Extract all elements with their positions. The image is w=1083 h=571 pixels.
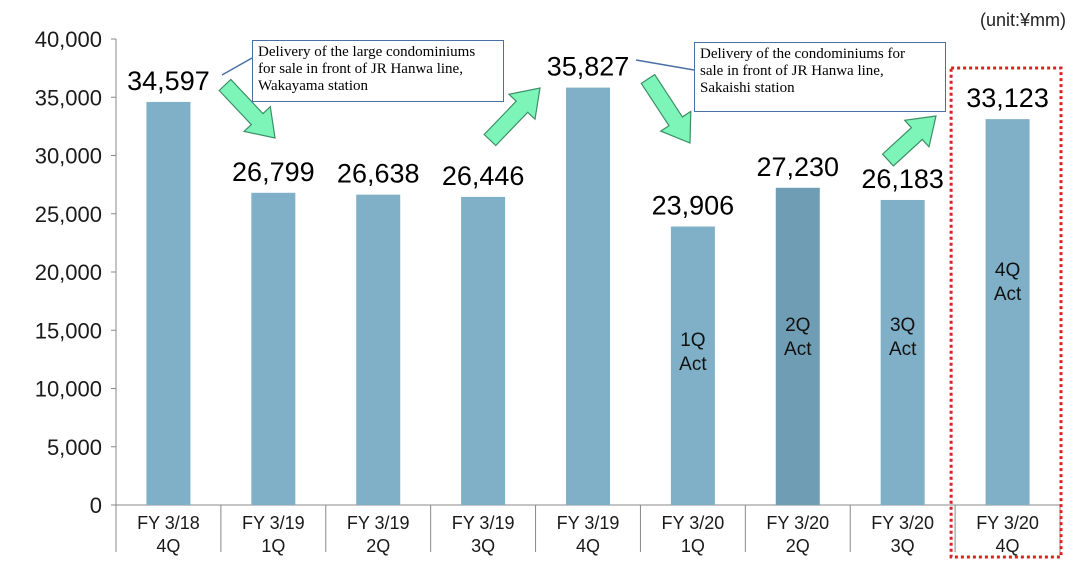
x-tick-label: FY 3/20 (871, 513, 934, 533)
annotation-wakayama: Delivery of the large condominiums for s… (252, 40, 504, 102)
bar-inner-label: 2Q (785, 315, 810, 336)
data-label: 26,638 (337, 159, 420, 189)
bar (146, 101, 191, 505)
trend-arrow (640, 73, 692, 144)
x-tick-label: FY 3/19 (242, 513, 305, 533)
x-tick-label: FY 3/18 (137, 513, 200, 533)
annotation-line: Delivery of the large condominiums (258, 44, 476, 60)
x-tick-label: 1Q (261, 536, 285, 556)
bar-inner-label: 3Q (890, 315, 915, 336)
x-tick-label: 4Q (156, 536, 180, 556)
x-tick-label: 3Q (471, 536, 495, 556)
annotation-line: Sakaishi station (700, 80, 795, 96)
data-label: 34,597 (127, 66, 210, 96)
trend-arrow (218, 78, 276, 139)
bar (670, 226, 715, 505)
x-tick-label: FY 3/20 (766, 513, 829, 533)
x-tick-label: FY 3/19 (452, 513, 515, 533)
bar-inner-label: 1Q (680, 330, 705, 351)
bar (985, 119, 1030, 505)
bar (356, 194, 401, 505)
bar-series (146, 87, 1030, 505)
trend-arrow (881, 115, 937, 167)
annotation-line: Wakayama station (258, 78, 369, 94)
annotation-sakaishi: Delivery of the condominiums for sale in… (694, 42, 946, 112)
value-labels: 34,597 26,799 26,638 26,446 35,827 23,906 27,2… (127, 52, 1049, 221)
leader-line (221, 57, 253, 76)
annotation-line: Delivery of the condominiums for (700, 46, 905, 62)
x-tick-label: 1Q (681, 536, 705, 556)
y-tick-label: 25,000 (35, 202, 102, 227)
y-tick-label: 30,000 (35, 144, 102, 169)
y-axis: 0 5,000 10,000 15,000 20,000 25,000 30,000 35,0… (35, 27, 117, 518)
y-tick-label: 0 (90, 493, 102, 518)
data-label: 26,799 (232, 157, 315, 187)
y-tick-label: 20,000 (35, 260, 102, 285)
trend-arrows (218, 73, 937, 167)
x-tick-label: 2Q (786, 536, 810, 556)
bar (251, 192, 296, 505)
y-tick-label: 40,000 (35, 27, 102, 52)
x-tick-label: 2Q (366, 536, 390, 556)
x-tick-label: FY 3/20 (976, 513, 1039, 533)
unit-label: (unit:¥mm) (980, 10, 1066, 30)
annotation-leader-lines (221, 57, 695, 76)
bar-inner-label: Act (889, 339, 917, 360)
x-tick-label: 4Q (996, 536, 1020, 556)
bar-inner-label: Act (679, 354, 707, 375)
trend-arrow (483, 87, 541, 147)
bar-inner-label: Act (994, 284, 1022, 305)
bar (461, 196, 506, 505)
data-label: 33,123 (966, 83, 1049, 113)
x-tick-label: 3Q (891, 536, 915, 556)
bar-inner-label: 4Q (995, 260, 1020, 281)
bar-inner-labels: 1Q Act 2Q Act 3Q Act 4Q Act (679, 260, 1022, 375)
data-label: 35,827 (547, 52, 630, 82)
data-label: 26,446 (442, 161, 525, 191)
x-tick-label: FY 3/19 (557, 513, 620, 533)
bar (775, 187, 820, 505)
bar-inner-label: Act (784, 339, 812, 360)
y-tick-label: 5,000 (47, 435, 102, 460)
x-tick-label: 4Q (576, 536, 600, 556)
leader-line (635, 59, 695, 71)
y-tick-label: 15,000 (35, 318, 102, 343)
data-label: 27,230 (756, 152, 839, 182)
y-tick-label: 35,000 (35, 85, 102, 110)
x-axis: FY 3/18 4Q FY 3/19 1Q FY 3/19 2Q FY 3/19 3Q FY 3… (115, 504, 1061, 556)
x-tick-label: FY 3/19 (347, 513, 410, 533)
annotation-line: for sale in front of JR Hanwa line, (258, 61, 463, 77)
bar (566, 87, 610, 505)
data-label: 26,183 (861, 164, 944, 194)
x-tick-label: FY 3/20 (662, 513, 725, 533)
data-label: 23,906 (652, 190, 735, 220)
annotation-line: sale in front of JR Hanwa line, (700, 63, 884, 79)
y-tick-label: 10,000 (35, 377, 102, 402)
highlight-box (949, 66, 1063, 559)
bar (880, 199, 925, 505)
